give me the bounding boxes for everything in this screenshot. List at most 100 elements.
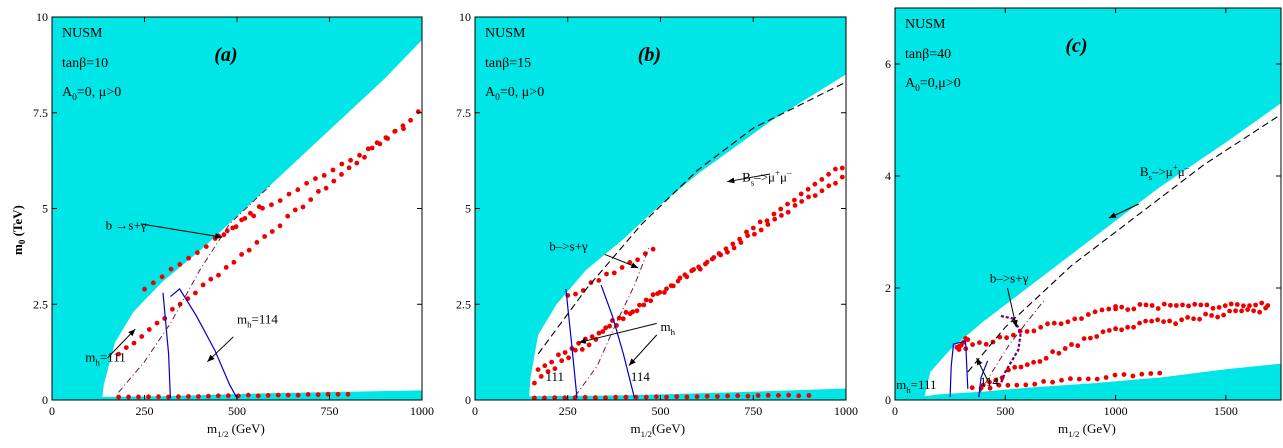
data-point bbox=[1185, 315, 1190, 320]
data-point bbox=[744, 229, 749, 235]
x-tick-label: 0 bbox=[472, 404, 478, 418]
bsgamma-constraint-line bbox=[574, 246, 650, 397]
data-point bbox=[1149, 303, 1155, 308]
data-point bbox=[1018, 364, 1024, 370]
data-point bbox=[1228, 301, 1234, 307]
y-tick-label: 0 bbox=[465, 393, 471, 407]
data-point bbox=[715, 394, 720, 399]
x-tick-label: 1000 bbox=[834, 404, 858, 418]
data-point bbox=[593, 395, 598, 400]
data-point bbox=[256, 204, 262, 210]
data-point bbox=[1103, 375, 1109, 380]
annotation-arrow bbox=[1007, 287, 1018, 328]
data-point bbox=[779, 213, 784, 218]
bsgamma-loop-line bbox=[999, 314, 1022, 384]
data-point bbox=[1043, 355, 1049, 361]
annotation-label: Bs–>μ+μ– bbox=[742, 168, 792, 188]
data-point bbox=[348, 157, 353, 163]
data-point bbox=[1031, 359, 1036, 365]
data-point bbox=[1050, 379, 1055, 385]
data-point bbox=[1062, 346, 1068, 351]
annotation-arrow bbox=[727, 173, 771, 184]
data-point bbox=[745, 233, 750, 239]
higgs-mass-contour bbox=[565, 288, 578, 399]
tanbeta-label: tanβ=15 bbox=[485, 56, 531, 71]
data-point bbox=[1198, 302, 1204, 308]
data-point bbox=[166, 394, 171, 400]
data-point bbox=[346, 165, 352, 171]
data-point bbox=[1215, 314, 1220, 320]
data-point bbox=[559, 358, 565, 364]
y-tick-label: 5 bbox=[465, 202, 471, 216]
data-point bbox=[383, 135, 389, 141]
excluded-region-upper bbox=[52, 17, 422, 400]
annotation-arrow bbox=[1108, 203, 1139, 219]
data-point bbox=[408, 117, 413, 123]
data-point bbox=[704, 393, 710, 399]
data-point bbox=[970, 342, 975, 347]
x-axis-label: m1/2(GeV) bbox=[631, 421, 686, 439]
data-point bbox=[262, 234, 267, 239]
annotation-label: b–>s+γ bbox=[990, 270, 1029, 285]
data-point bbox=[620, 316, 626, 322]
data-point bbox=[1168, 302, 1173, 308]
data-point bbox=[1155, 317, 1160, 323]
model-label: NUSM bbox=[905, 17, 946, 32]
data-point bbox=[637, 302, 642, 308]
data-point bbox=[1222, 303, 1228, 309]
data-point bbox=[643, 394, 649, 400]
panel-label: (b) bbox=[638, 44, 661, 66]
data-point bbox=[603, 325, 609, 331]
data-point bbox=[1100, 329, 1106, 335]
y-tick-label: 2.5 bbox=[456, 297, 471, 311]
data-point bbox=[295, 187, 301, 193]
data-point bbox=[572, 395, 578, 400]
data-point bbox=[277, 223, 283, 229]
data-point bbox=[633, 394, 639, 400]
annotation-label: b →s+γ bbox=[106, 218, 147, 233]
data-point bbox=[819, 177, 825, 182]
data-point bbox=[785, 209, 791, 215]
y-tick-label: 7.5 bbox=[456, 106, 471, 120]
x-tick-label: 1500 bbox=[1214, 404, 1238, 418]
data-point bbox=[1167, 318, 1172, 324]
data-point bbox=[275, 392, 281, 398]
data-point bbox=[799, 199, 805, 204]
data-point bbox=[664, 286, 669, 292]
data-point bbox=[711, 255, 717, 260]
data-point bbox=[1131, 324, 1136, 330]
data-point bbox=[993, 377, 999, 383]
data-point bbox=[1092, 309, 1098, 315]
tanbeta-label: tanβ=40 bbox=[905, 47, 951, 62]
data-point bbox=[616, 315, 622, 321]
data-point bbox=[156, 394, 161, 400]
data-point bbox=[792, 197, 797, 203]
panel-c: 0 500 1000 1500 0 2 4 6 m1/2 (GeV) NUSM tanβ=40 A0=… bbox=[885, 7, 1282, 439]
data-point bbox=[812, 181, 818, 187]
data-point bbox=[1006, 367, 1011, 373]
plot-area bbox=[895, 8, 1281, 400]
data-point bbox=[600, 329, 606, 334]
annotation-arrow bbox=[604, 253, 639, 269]
data-point bbox=[285, 392, 291, 398]
data-point bbox=[718, 252, 723, 258]
data-point bbox=[1012, 364, 1018, 370]
higgs-mass-contour bbox=[949, 340, 969, 398]
data-point bbox=[1186, 303, 1191, 309]
data-point bbox=[738, 240, 744, 245]
model-label: NUSM bbox=[485, 26, 526, 41]
data-point bbox=[255, 393, 261, 399]
data-point bbox=[1263, 305, 1268, 311]
bsgamma-constraint-line bbox=[118, 185, 271, 393]
data-point bbox=[839, 165, 845, 171]
data-point bbox=[254, 240, 260, 245]
data-point bbox=[323, 185, 329, 191]
data-point bbox=[215, 393, 221, 399]
data-point bbox=[1143, 302, 1149, 308]
data-point bbox=[369, 145, 375, 151]
data-point bbox=[1245, 307, 1250, 312]
x-tick-label: 500 bbox=[228, 404, 246, 418]
y-tick-label: 6 bbox=[885, 57, 891, 71]
data-point bbox=[806, 194, 811, 200]
data-point bbox=[731, 245, 737, 251]
